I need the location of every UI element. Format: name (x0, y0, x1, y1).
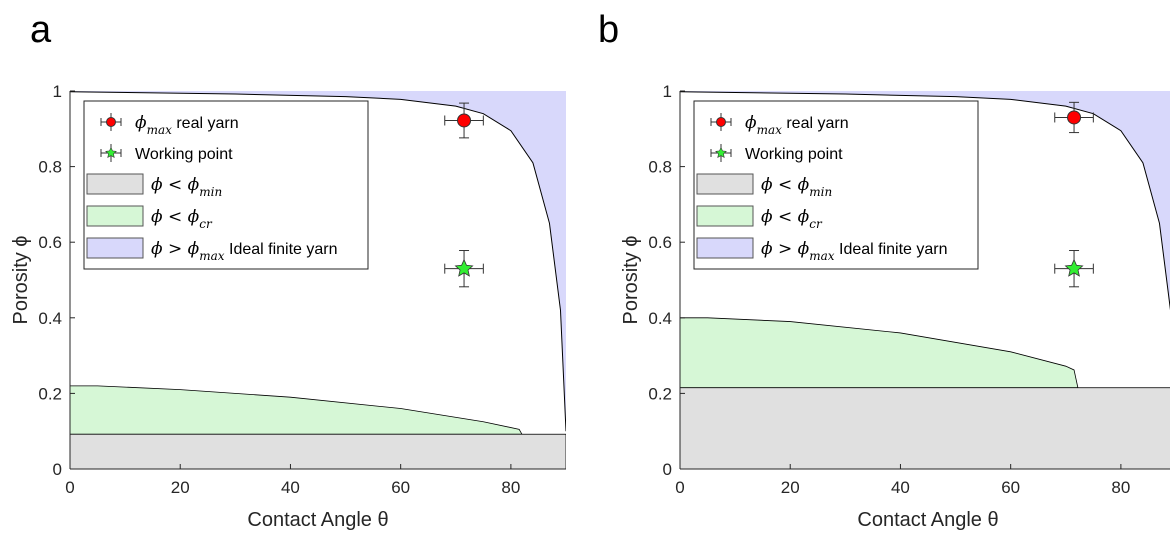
legend-patch (696, 205, 754, 227)
x-tick-label: 60 (391, 478, 410, 497)
legend-entry: ϕ < ϕcr (86, 205, 213, 231)
x-axis-label: Contact Angle θ (857, 509, 998, 531)
star-marker (1064, 258, 1084, 277)
legend-label: ϕ > ϕmax Ideal finite yarn (761, 239, 948, 263)
x-tick-label: 80 (501, 478, 520, 497)
y-tick-label: 1 (53, 82, 62, 101)
legend-entry: ϕ < ϕmin (86, 173, 222, 199)
x-tick-label: 40 (281, 478, 300, 497)
chart-panel-b: 0 20 40 60 80 0 0.2 0.4 0.6 0.8 1 Contact Angle θ Po… (620, 82, 1170, 531)
chart-panel-a: 0 20 40 60 80 0 0.2 0.4 0.6 0.8 1 Contact Angle θ Po… (10, 82, 566, 531)
x-tick-label: 80 (1111, 478, 1130, 497)
star-marker (454, 258, 474, 277)
circle-marker (1067, 110, 1082, 125)
legend-label: Working point (135, 146, 233, 163)
legend-patch (696, 173, 754, 195)
y-tick-label: 0.8 (648, 158, 672, 177)
y-tick-label: 1 (663, 82, 672, 101)
legend: ϕmax real yarn Working point ϕ < ϕmin ϕ < ϕ… (693, 100, 979, 270)
panel-letter-a: a (30, 9, 52, 51)
y-tick-label: 0.2 (648, 384, 672, 403)
x-tick-label: 20 (171, 478, 190, 497)
y-tick-label: 0.8 (38, 158, 62, 177)
y-tick-label: 0.4 (648, 309, 672, 328)
legend-entry: ϕ < ϕcr (696, 205, 823, 231)
phi-min-region (70, 433, 566, 469)
working-point (1054, 250, 1094, 288)
legend-label: ϕ < ϕmin (761, 175, 832, 199)
phi-cr-region (70, 385, 523, 435)
legend-circle-marker (106, 117, 116, 127)
legend-entry: ϕ < ϕmin (696, 173, 832, 199)
phi-max-region (680, 91, 1170, 307)
y-tick-label: 0.4 (38, 309, 62, 328)
x-tick-label: 0 (65, 478, 74, 497)
phi-max-region (70, 91, 566, 432)
plot-area (680, 91, 1170, 469)
y-tick-label: 0.6 (648, 233, 672, 252)
legend-patch (86, 237, 144, 259)
y-axis-label: Porosity ϕ (620, 235, 642, 324)
legend: ϕmax real yarn Working point ϕ < ϕmin ϕ < ϕ… (83, 100, 369, 270)
panel-letter-b: b (598, 9, 619, 51)
legend-entry: ϕmax real yarn (710, 113, 849, 137)
x-tick-label: 0 (675, 478, 684, 497)
y-tick-label: 0 (53, 460, 62, 479)
real-yarn-point (1054, 101, 1094, 134)
legend-entry: Working point (710, 144, 843, 163)
legend-patch (86, 173, 144, 195)
circle-marker (457, 113, 472, 128)
x-tick-label: 40 (891, 478, 910, 497)
x-axis-label: Contact Angle θ (247, 509, 388, 531)
plot-area (70, 91, 566, 469)
legend-label: Working point (745, 146, 843, 163)
phi-cr-region (680, 317, 1079, 389)
legend-label: ϕmax real yarn (745, 113, 849, 137)
real-yarn-point (444, 102, 484, 139)
legend-patch (696, 237, 754, 259)
legend-star-marker (715, 146, 727, 159)
legend-label: ϕ < ϕcr (761, 207, 823, 231)
legend-circle-marker (716, 117, 726, 127)
legend-entry: Working point (100, 144, 233, 163)
legend-label: ϕ < ϕcr (151, 207, 213, 231)
y-axis-label: Porosity ϕ (10, 235, 32, 324)
legend-entry: ϕmax real yarn (100, 113, 239, 137)
working-point (444, 250, 484, 288)
x-tick-label: 20 (781, 478, 800, 497)
legend-star-marker (105, 146, 117, 159)
phi-min-region (680, 387, 1170, 469)
y-tick-label: 0.6 (38, 233, 62, 252)
legend-label: ϕ > ϕmax Ideal finite yarn (151, 239, 338, 263)
legend-label: ϕ < ϕmin (151, 175, 222, 199)
legend-patch (86, 205, 144, 227)
y-tick-label: 0.2 (38, 384, 62, 403)
x-tick-label: 60 (1001, 478, 1020, 497)
legend-label: ϕmax real yarn (135, 113, 239, 137)
y-tick-label: 0 (663, 460, 672, 479)
phi-max-curve (70, 91, 566, 432)
legend-entry: ϕ > ϕmax Ideal finite yarn (86, 237, 338, 263)
legend-entry: ϕ > ϕmax Ideal finite yarn (696, 237, 948, 263)
